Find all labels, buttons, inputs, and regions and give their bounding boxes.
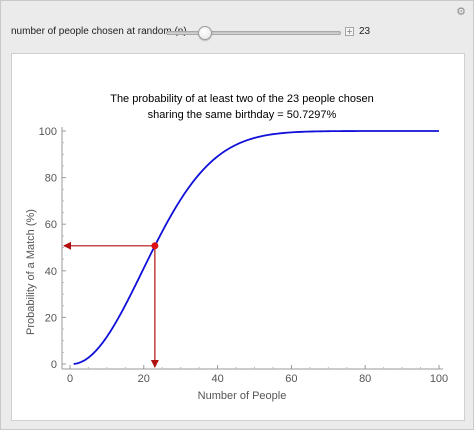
y-axis-label: Probability of a Match (%): [25, 209, 37, 335]
slider-label: number of people chosen at random (n): [11, 26, 187, 37]
people-count-slider[interactable]: [166, 26, 341, 40]
slider-thumb[interactable]: [198, 26, 213, 40]
y-tick-label: 20: [45, 312, 57, 324]
plus-icon[interactable]: +: [345, 27, 354, 36]
annotation-layer: [63, 241, 159, 368]
plot-title-line2: sharing the same birthday = 50.7297%: [148, 109, 337, 121]
x-tick-label: 80: [359, 373, 371, 385]
series-layer: [73, 130, 439, 365]
plot-title-line1: The probability of at least two of the 2…: [110, 93, 374, 105]
control-bar: number of people chosen at random (n) + …: [11, 24, 466, 42]
y-tick-label: 100: [39, 126, 57, 138]
probability-curve: [73, 130, 439, 365]
x-tick-label: 60: [285, 373, 297, 385]
plot-panel: The probability of at least two of the 2…: [11, 53, 465, 421]
tick-marks: 0 20 40 60 80 100 0 20 40 60 80 100: [39, 126, 449, 385]
probability-chart: The probability of at least two of the 2…: [25, 93, 449, 402]
y-tick-label: 80: [45, 173, 57, 185]
y-tick-label: 0: [51, 359, 57, 371]
y-tick-label: 40: [45, 266, 57, 278]
gear-icon[interactable]: ⚙: [456, 4, 466, 18]
axes: [61, 127, 443, 370]
x-tick-label: 100: [430, 373, 448, 385]
slider-value: 23: [359, 26, 371, 37]
x-axis-label: Number of People: [198, 390, 287, 402]
x-tick-label: 0: [67, 373, 73, 385]
x-tick-label: 40: [211, 373, 223, 385]
x-tick-label: 20: [138, 373, 150, 385]
y-tick-label: 60: [45, 219, 57, 231]
highlight-point: [151, 242, 159, 250]
